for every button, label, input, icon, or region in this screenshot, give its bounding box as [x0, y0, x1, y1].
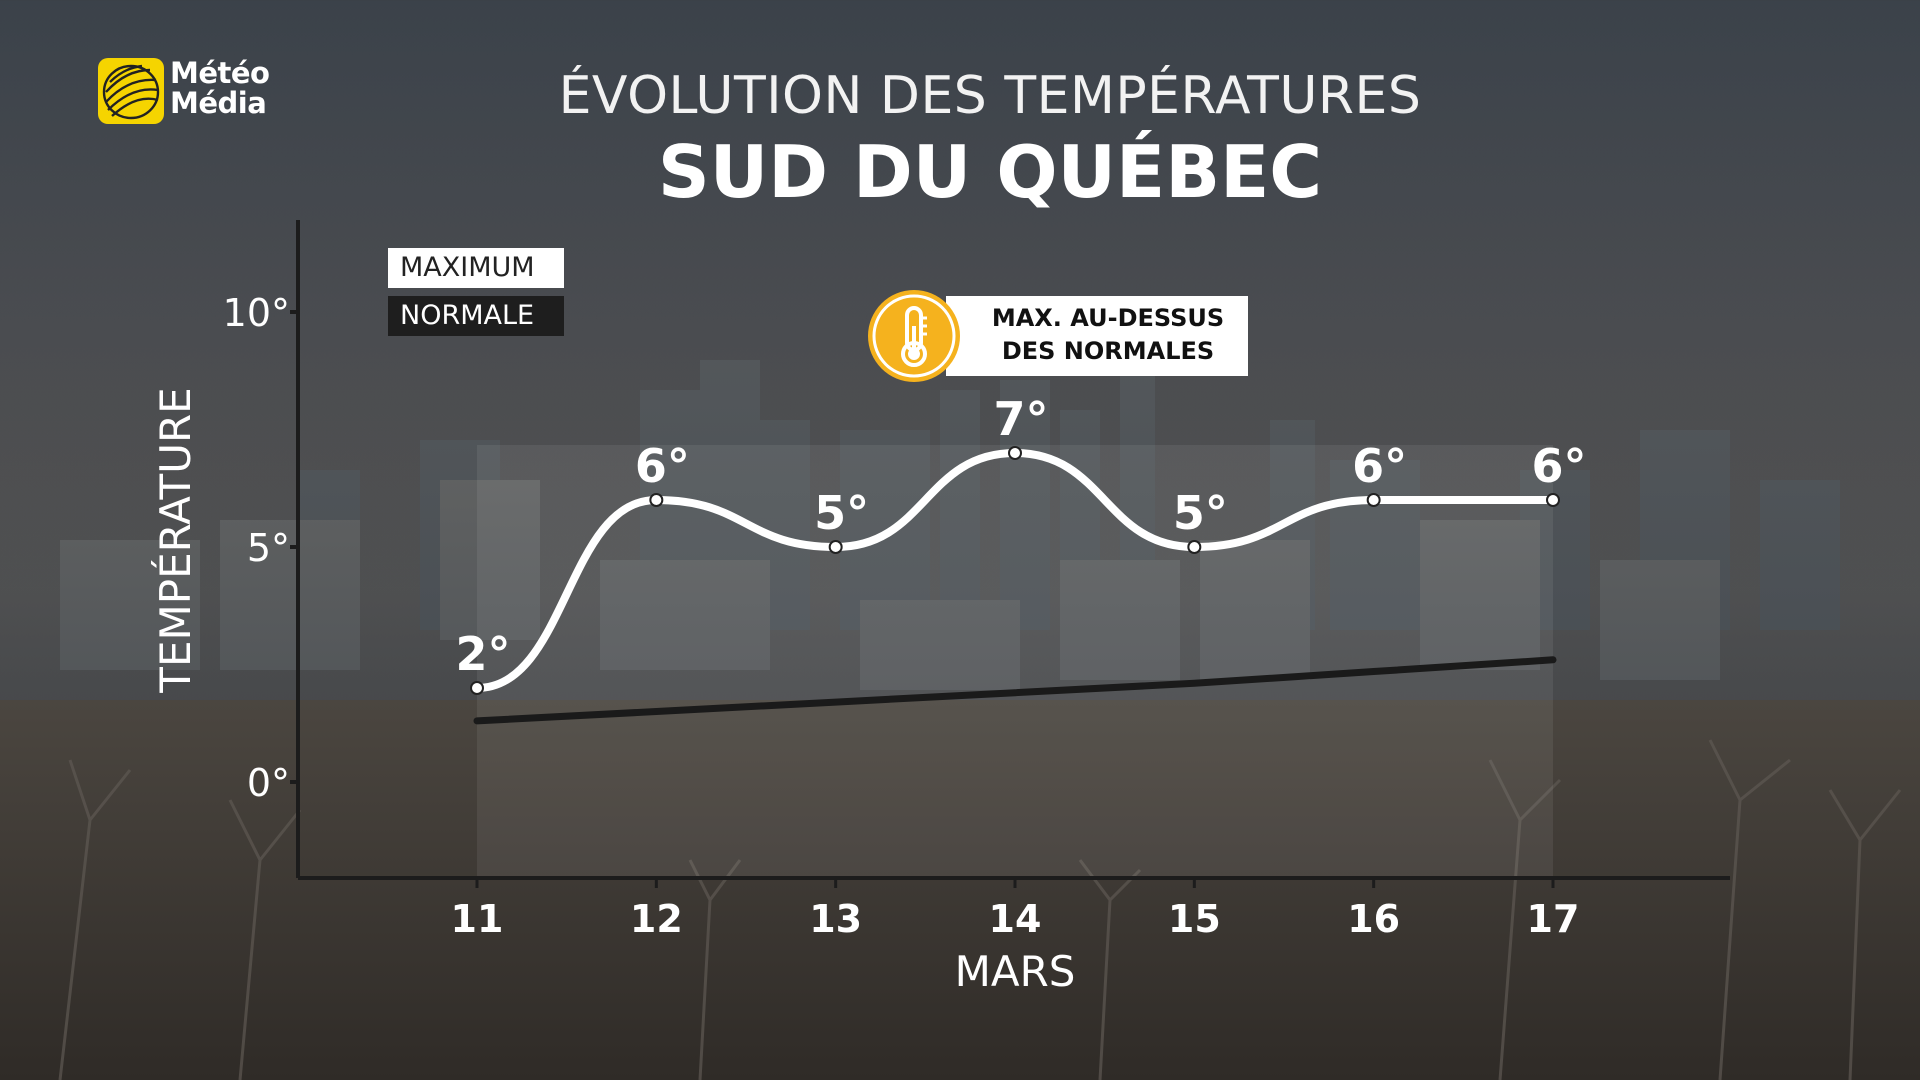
maximum-point [828, 540, 843, 554]
series-normale [473, 656, 1557, 725]
maximum-data-label: 2° [455, 627, 510, 681]
x-axis-label: MARS [955, 947, 1076, 996]
plot-area-shade [477, 445, 1553, 878]
maximum-data-label: 6° [1531, 439, 1586, 493]
badge-label: MAX. AU-DESSUS DES NORMALES [946, 296, 1248, 376]
maximum-data-label: 5° [1173, 486, 1228, 540]
chart-subtitle: SUD DU QUÉBEC [657, 130, 1323, 214]
y-axis-ticks: 0° 5° 10° [223, 291, 298, 805]
x-tick-label: 12 [630, 897, 683, 941]
maximum-data-label: 7° [993, 392, 1048, 446]
logo-wordmark: Météo Média [170, 58, 290, 118]
x-axis-ticks: 11 12 13 14 15 16 17 [451, 878, 1580, 941]
logo-line-2: Média [170, 86, 267, 120]
y-tick-label: 0° [247, 761, 290, 805]
chart-header: ÉVOLUTION DES TEMPÉRATURES SUD DU QUÉBEC [0, 64, 1920, 214]
logo-line-1: Météo [170, 56, 270, 90]
maximum-point [1187, 540, 1202, 554]
chart-title: ÉVOLUTION DES TEMPÉRATURES [558, 66, 1422, 126]
meteomedia-logo: Météo Média [98, 56, 288, 128]
maximum-point [649, 493, 664, 507]
y-axis-label: TEMPÉRATURE [150, 387, 200, 693]
maximum-line [473, 448, 1557, 692]
data-labels: 2° 6° 5° 7° 5° 6° 6° [455, 392, 1586, 681]
y-tick-label: 10° [223, 291, 290, 335]
x-tick-label: 11 [451, 897, 504, 941]
legend-normale: NORMALE [388, 296, 564, 336]
x-tick-label: 16 [1347, 897, 1400, 941]
maximum-data-label: 6° [1352, 439, 1407, 493]
legend-maximum: MAXIMUM [388, 248, 564, 288]
x-tick-label: 14 [989, 897, 1042, 941]
x-tick-label: 15 [1168, 897, 1221, 941]
maximum-point [470, 681, 484, 695]
badge-line-2: DES NORMALES [1001, 337, 1215, 365]
badge-line-1: MAX. AU-DESSUS [991, 304, 1225, 332]
globe-icon [98, 58, 164, 124]
x-tick-label: 13 [809, 897, 862, 941]
y-tick-label: 5° [247, 526, 290, 570]
series-maximum [470, 446, 1560, 695]
maximum-point [1008, 446, 1022, 460]
thermometer-icon [868, 290, 960, 382]
maximum-point [1366, 493, 1381, 507]
normale-line [473, 656, 1557, 725]
chart-legend: MAXIMUM NORMALE [388, 248, 564, 344]
maximum-data-label: 6° [635, 439, 690, 493]
maximum-point [1546, 493, 1560, 507]
x-tick-label: 17 [1527, 897, 1580, 941]
maximum-data-label: 5° [814, 486, 869, 540]
